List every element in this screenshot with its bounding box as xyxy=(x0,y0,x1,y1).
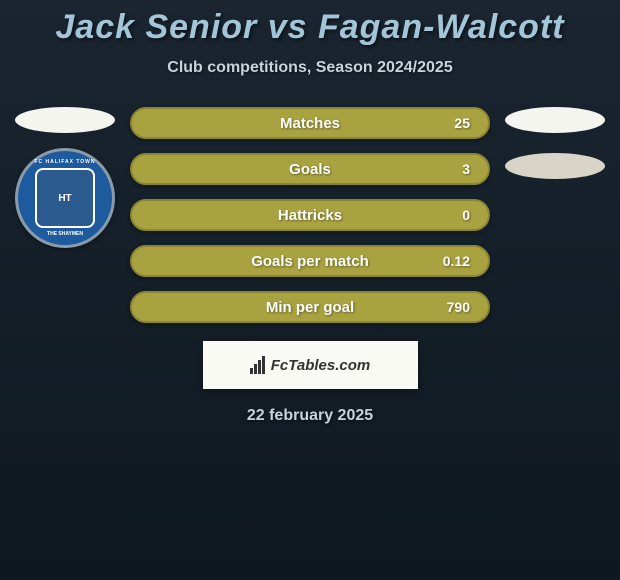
brand-footer[interactable]: FcTables.com xyxy=(203,341,418,389)
player-right-placeholder-2 xyxy=(505,153,605,179)
stat-bar-mpg: Min per goal 790 xyxy=(130,291,490,323)
club-badge: FC HALIFAX TOWN HT THE SHAYMEN xyxy=(15,148,115,248)
player-left-placeholder xyxy=(15,107,115,133)
badge-letters: HT xyxy=(58,193,71,204)
stat-label: Min per goal xyxy=(266,299,354,316)
subtitle: Club competitions, Season 2024/2025 xyxy=(0,59,620,77)
comparison-card: Jack Senior vs Fagan-Walcott Club compet… xyxy=(0,0,620,425)
stat-bar-goals: Goals 3 xyxy=(130,153,490,185)
badge-top-text: FC HALIFAX TOWN xyxy=(34,159,95,165)
stat-label: Goals xyxy=(289,161,331,178)
stats-column: Matches 25 Goals 3 Hattricks 0 Goals per… xyxy=(120,107,500,323)
chart-icon xyxy=(250,356,265,374)
player-right-placeholder-1 xyxy=(505,107,605,133)
page-title: Jack Senior vs Fagan-Walcott xyxy=(0,8,620,47)
stat-value: 25 xyxy=(454,115,470,131)
stat-label: Matches xyxy=(280,115,340,132)
stat-bar-hattricks: Hattricks 0 xyxy=(130,199,490,231)
stat-bar-gpm: Goals per match 0.12 xyxy=(130,245,490,277)
date-text: 22 february 2025 xyxy=(0,407,620,425)
brand-text: FcTables.com xyxy=(271,357,370,374)
stat-value: 3 xyxy=(462,161,470,177)
left-column: FC HALIFAX TOWN HT THE SHAYMEN xyxy=(10,107,120,248)
stat-label: Goals per match xyxy=(251,253,369,270)
badge-inner: HT xyxy=(35,168,95,228)
stat-value: 0 xyxy=(462,207,470,223)
content-area: FC HALIFAX TOWN HT THE SHAYMEN Matches 2… xyxy=(0,107,620,323)
stat-value: 790 xyxy=(447,299,470,315)
stat-bar-matches: Matches 25 xyxy=(130,107,490,139)
right-column xyxy=(500,107,610,179)
stat-label: Hattricks xyxy=(278,207,342,224)
stat-value: 0.12 xyxy=(443,253,470,269)
badge-bottom-text: THE SHAYMEN xyxy=(47,231,83,237)
